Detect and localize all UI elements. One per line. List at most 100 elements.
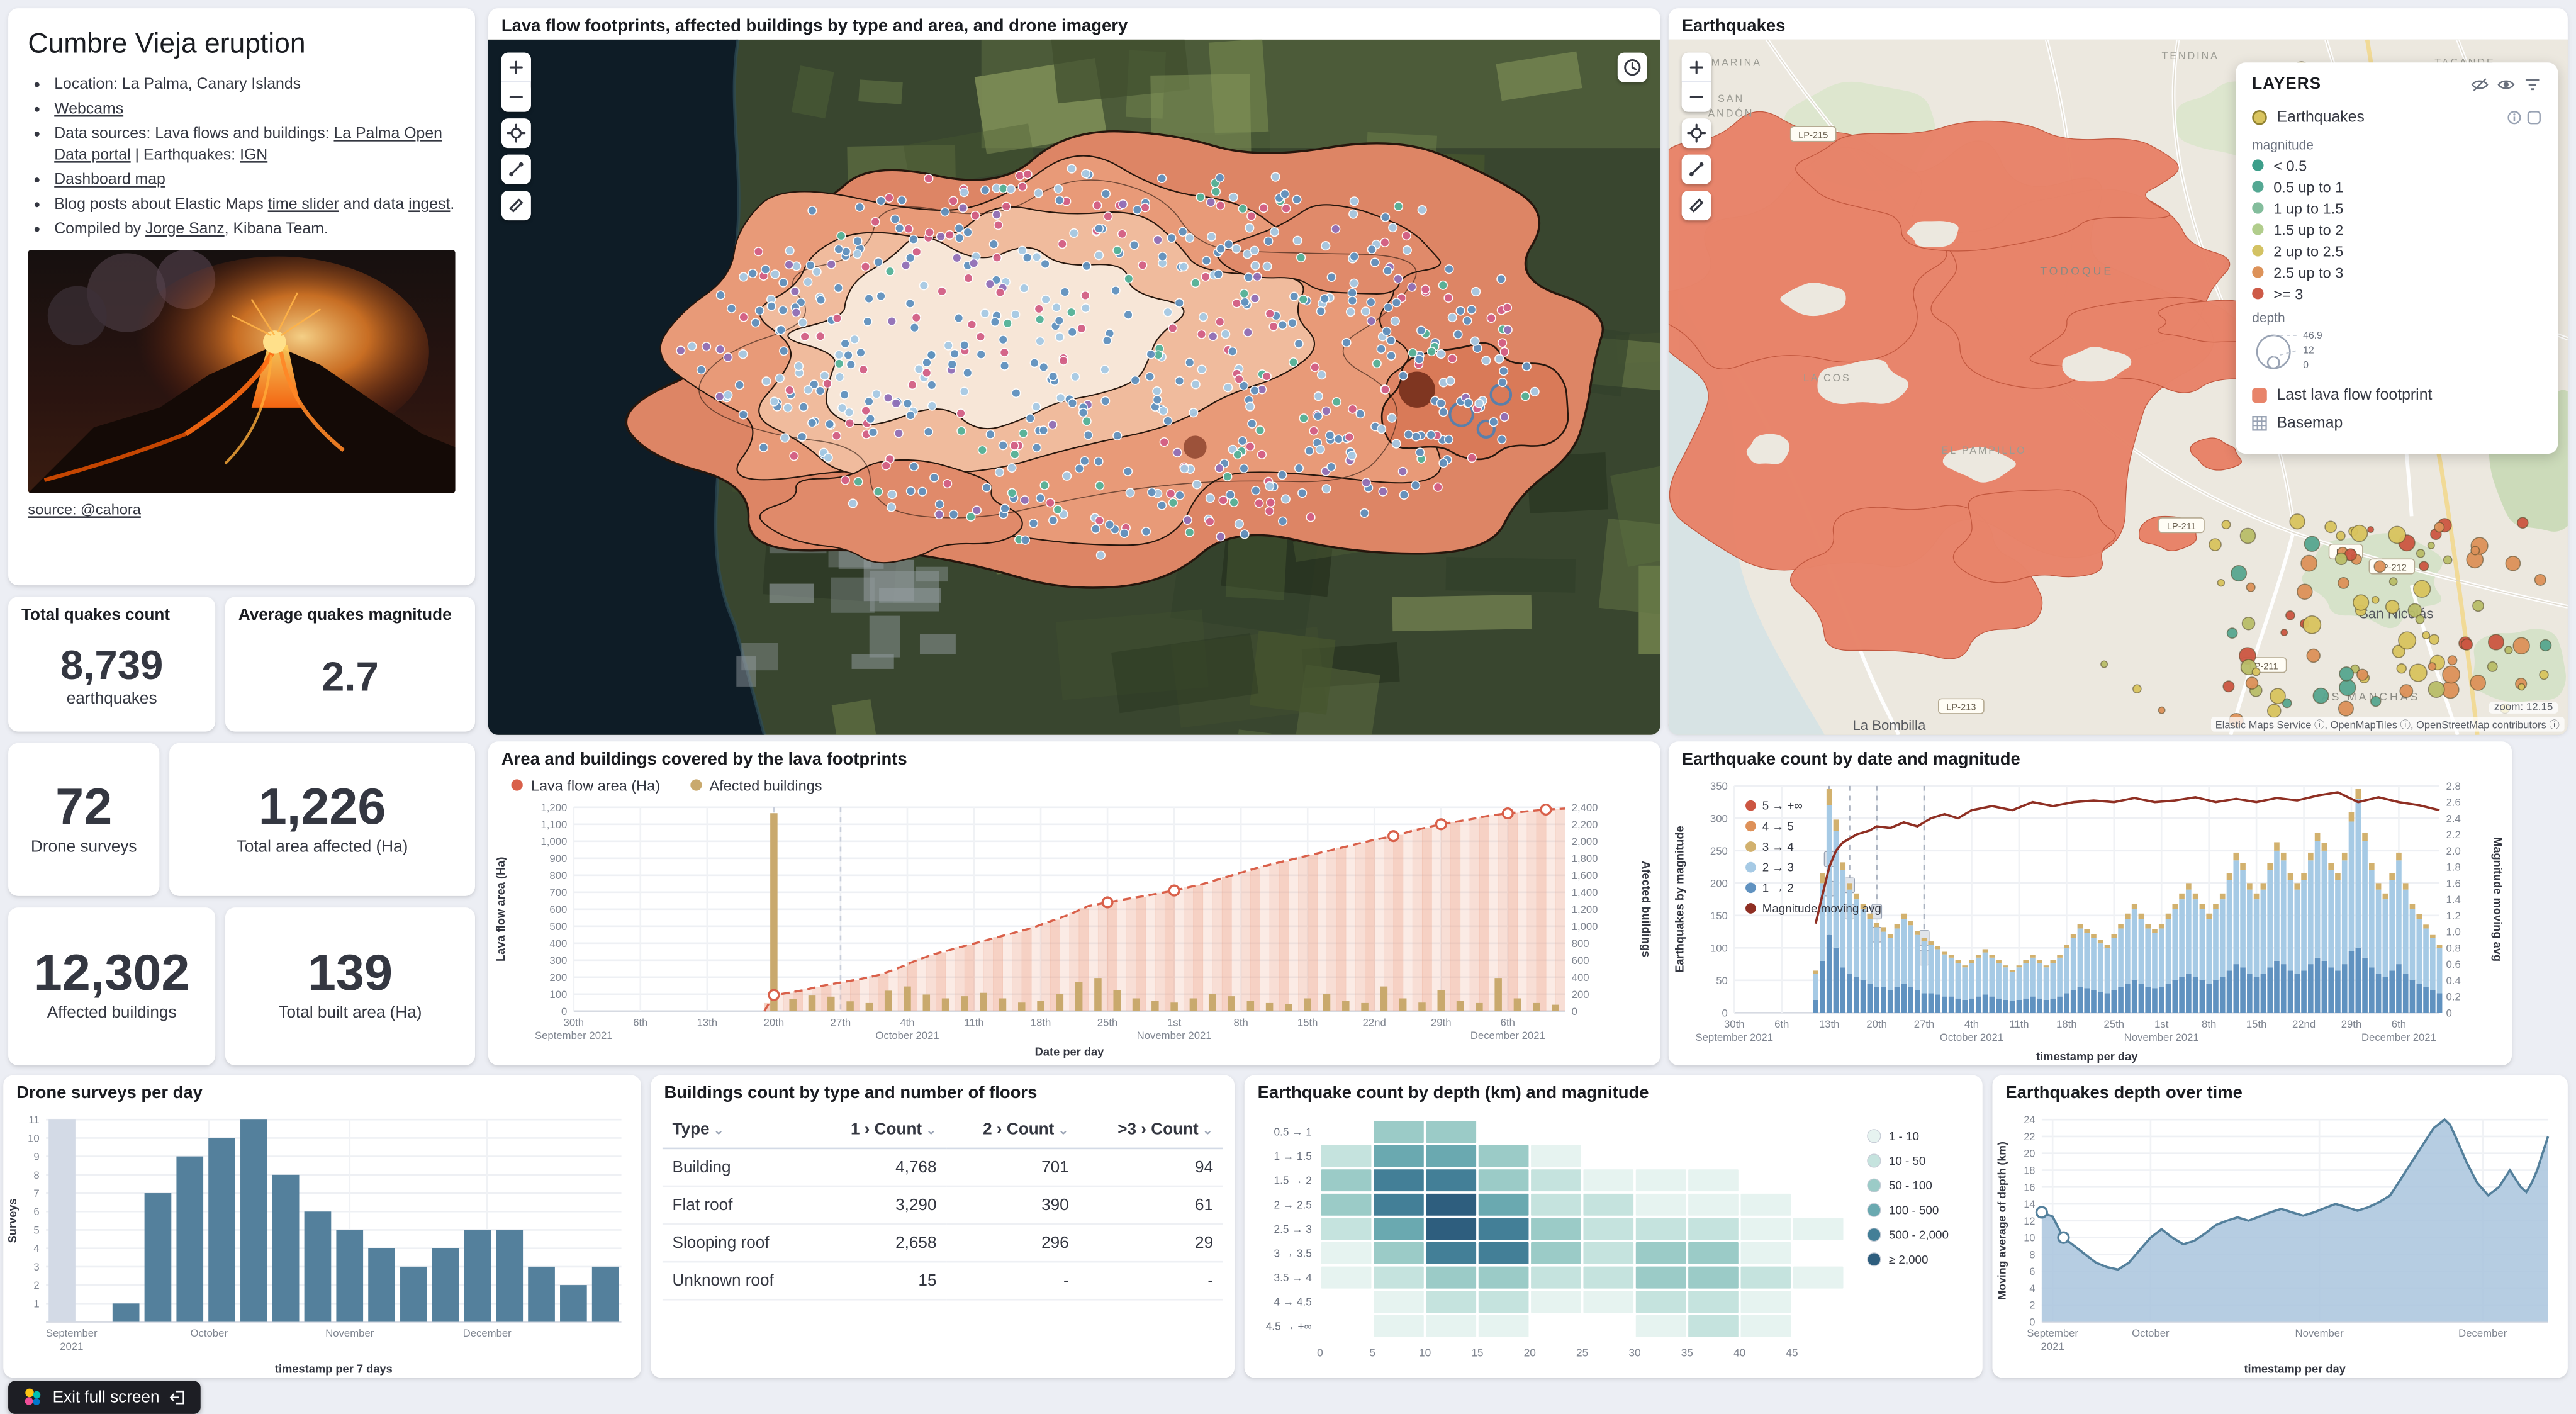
- count-cell: 29: [1078, 1224, 1223, 1263]
- exit-full-screen-button[interactable]: Exit full screen: [8, 1381, 201, 1414]
- timeslider-button[interactable]: [1617, 52, 1647, 82]
- info-link[interactable]: Webcams: [54, 99, 124, 118]
- svg-text:24: 24: [2024, 1114, 2035, 1126]
- info-link[interactable]: IGN: [240, 147, 268, 166]
- svg-text:LAS MANCHAS: LAS MANCHAS: [2313, 690, 2420, 703]
- svg-text:40: 40: [1733, 1346, 1745, 1359]
- magnitude-class[interactable]: < 0.5: [2252, 155, 2541, 176]
- svg-text:1 → 1.5: 1 → 1.5: [1274, 1150, 1311, 1162]
- svg-text:2,200: 2,200: [1572, 819, 1598, 831]
- svg-text:10: 10: [28, 1132, 40, 1144]
- svg-text:LP-211: LP-211: [2167, 522, 2196, 532]
- svg-text:15th: 15th: [1297, 1016, 1318, 1028]
- info-link[interactable]: La Palma Open Data portal: [54, 124, 442, 166]
- magnitude-label: 2.5 up to 3: [2273, 264, 2344, 281]
- magnitude-class[interactable]: 2 up to 2.5: [2252, 240, 2541, 261]
- set-view-button[interactable]: [1681, 118, 1711, 149]
- table-column-header[interactable]: 1 › Count ⌄: [814, 1113, 947, 1150]
- svg-text:1.4: 1.4: [2446, 894, 2461, 906]
- lava-map-svg[interactable]: [488, 39, 1660, 735]
- info-link[interactable]: ingest: [408, 195, 451, 214]
- quake-count-legend[interactable]: 5 → +∞ 4 → 5 3 → 4 2 → 3 1 → 2 Magnitude movi…: [1745, 799, 1881, 915]
- info-link[interactable]: Dashboard map: [54, 171, 165, 189]
- layer-lava-footprint[interactable]: Last lava flow footprint: [2252, 381, 2541, 409]
- depth-moving-avg-line: [2041, 1118, 2550, 1271]
- svg-text:600: 600: [549, 904, 567, 916]
- svg-text:Date per day: Date per day: [1035, 1045, 1104, 1058]
- svg-text:November 2021: November 2021: [1137, 1030, 1212, 1041]
- layer-visibility-checkbox[interactable]: [2527, 110, 2542, 125]
- layer-basemap[interactable]: Basemap: [2252, 410, 2541, 437]
- zoom-in-button[interactable]: [501, 52, 531, 82]
- legend-label: Afected buildings: [709, 777, 822, 794]
- svg-text:35: 35: [1681, 1346, 1693, 1359]
- set-view-button[interactable]: [501, 118, 531, 149]
- metric-card-6: 139 Total built area (Ha): [225, 907, 476, 1065]
- svg-text:October: October: [190, 1327, 228, 1339]
- layer-filter-icon[interactable]: [2523, 76, 2541, 94]
- magnitude-class[interactable]: 2.5 up to 3: [2252, 261, 2541, 283]
- svg-text:25th: 25th: [2104, 1018, 2125, 1030]
- heatmap-legend[interactable]: 1 - 10 10 - 50 50 - 100 100 - 500 500 - 2,00…: [1867, 1129, 1949, 1267]
- earthquakes-map-canvas[interactable]: LP-215LP-211LP-2LP-212LP-211LP-213MARINA…: [1668, 39, 2568, 735]
- svg-text:Lava flow area (Ha): Lava flow area (Ha): [494, 857, 507, 962]
- legend-swatch: [690, 779, 702, 791]
- draw-button[interactable]: [1681, 191, 1711, 221]
- affected-buildings-bar: [999, 998, 1007, 1011]
- count-cell: 94: [1078, 1148, 1223, 1187]
- svg-text:20: 20: [1524, 1346, 1536, 1359]
- layers-panel: LAYERS: [2236, 62, 2558, 454]
- layer-info-icon[interactable]: [2507, 110, 2522, 125]
- svg-text:timestamp per day: timestamp per day: [2244, 1362, 2346, 1376]
- measure-button[interactable]: [1681, 154, 1711, 184]
- measure-button[interactable]: [501, 154, 531, 184]
- svg-text:September 2021: September 2021: [1695, 1031, 1773, 1043]
- earthquakes-layer-label: Earthquakes: [2276, 108, 2365, 127]
- svg-text:800: 800: [1572, 938, 1589, 950]
- svg-text:0.4: 0.4: [2446, 975, 2461, 987]
- svg-text:13th: 13th: [697, 1016, 718, 1028]
- svg-text:100: 100: [549, 989, 567, 1001]
- magnitude-swatch: [2252, 181, 2264, 193]
- info-text: and data: [339, 195, 409, 214]
- magnitude-label: 2 up to 2.5: [2273, 242, 2344, 259]
- map-attribution[interactable]: Elastic Maps Service ⓘ, OpenMapTiles ⓘ, …: [2210, 717, 2565, 732]
- layer-earthquakes[interactable]: Earthquakes: [2252, 104, 2541, 132]
- svg-text:3: 3: [33, 1261, 39, 1273]
- lava-map-canvas[interactable]: [488, 39, 1660, 735]
- lava-area-chart-title: Area and buildings covered by the lava f…: [501, 749, 907, 770]
- legend-item[interactable]: Lava flow area (Ha): [511, 777, 660, 794]
- table-column-header[interactable]: Type ⌄: [662, 1113, 814, 1150]
- buildings-table-header: Type ⌄ 1 › Count ⌄ 2 › Count ⌄ >3 › Count ⌄: [662, 1113, 1223, 1150]
- svg-text:0: 0: [2029, 1317, 2035, 1328]
- table-column-header[interactable]: >3 › Count ⌄: [1078, 1113, 1223, 1150]
- sort-chevron-icon: ⌄: [922, 1123, 937, 1138]
- zoom-in-button[interactable]: [1681, 52, 1711, 82]
- info-link[interactable]: Jorge Sanz: [145, 220, 225, 238]
- affected-buildings-bar: [1513, 998, 1521, 1011]
- magnitude-class[interactable]: 1 up to 1.5: [2252, 198, 2541, 219]
- svg-text:6th: 6th: [633, 1016, 647, 1028]
- photo-source-link[interactable]: source: @cahora: [28, 502, 141, 519]
- svg-text:December 2021: December 2021: [1470, 1030, 1545, 1041]
- depth-plot: 024681012141618202224September2021Octobe…: [2024, 1114, 2550, 1352]
- magnitude-class[interactable]: >= 3: [2252, 283, 2541, 304]
- show-all-layers-icon[interactable]: [2497, 76, 2516, 94]
- zoom-out-button[interactable]: [1681, 82, 1711, 112]
- legend-item[interactable]: Afected buildings: [690, 777, 822, 794]
- info-link[interactable]: time slider: [267, 195, 339, 214]
- depth-over-time-panel: Earthquakes depth over time 0 2 4 6 8 10 12 14 1…: [1992, 1075, 2568, 1378]
- svg-text:6th: 6th: [1501, 1016, 1515, 1028]
- info-text: | Earthquakes:: [130, 147, 240, 166]
- table-column-header[interactable]: 2 › Count ⌄: [946, 1113, 1079, 1150]
- magnitude-class[interactable]: 0.5 up to 1: [2252, 176, 2541, 198]
- zoom-out-button[interactable]: [501, 82, 531, 112]
- magnitude-class[interactable]: 1.5 up to 2: [2252, 218, 2541, 240]
- svg-text:15th: 15th: [2246, 1018, 2267, 1030]
- sort-chevron-icon: ⌄: [709, 1123, 724, 1138]
- affected-buildings-bar: [922, 994, 931, 1011]
- svg-text:22nd: 22nd: [2292, 1018, 2316, 1030]
- draw-button[interactable]: [501, 191, 531, 221]
- svg-text:timestamp per day: timestamp per day: [2036, 1050, 2138, 1063]
- hide-all-layers-icon[interactable]: [2471, 76, 2489, 94]
